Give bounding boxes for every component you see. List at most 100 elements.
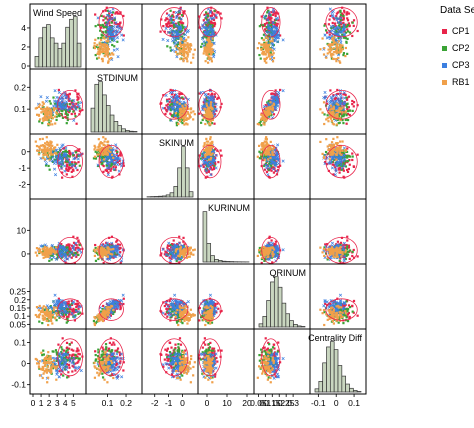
data-point-cp2 <box>176 115 180 118</box>
data-point-rb1 <box>42 256 45 259</box>
data-point-rb1 <box>184 113 187 116</box>
data-point-cp2 <box>344 25 347 29</box>
data-point-rb1 <box>330 112 333 115</box>
data-point-cp2 <box>207 21 210 24</box>
histogram-bar <box>46 24 51 68</box>
data-point-cp2 <box>175 102 178 105</box>
data-point-cp1 <box>342 104 345 107</box>
data-point-rb1 <box>331 43 334 46</box>
data-point-cp2 <box>68 103 71 106</box>
data-point-rb1 <box>93 254 97 258</box>
data-point-cp3 <box>52 104 56 108</box>
data-point-cp2 <box>348 109 352 112</box>
data-point-cp3 <box>342 91 346 95</box>
data-point-cp1 <box>328 18 331 21</box>
data-point-cp1 <box>274 11 277 14</box>
data-point-cp1 <box>265 22 268 25</box>
data-point-rb1 <box>186 53 190 56</box>
data-point-cp1 <box>170 93 173 96</box>
data-point-cp1 <box>209 22 212 25</box>
data-point-cp1 <box>178 92 181 95</box>
data-point-cp2 <box>181 103 184 106</box>
data-point-cp2 <box>173 112 176 115</box>
data-point-cp2 <box>200 45 203 48</box>
data-point-cp2 <box>66 118 69 122</box>
data-point-rb1 <box>267 158 270 161</box>
data-point-cp1 <box>70 101 73 104</box>
data-point-cp1 <box>346 28 349 31</box>
data-point-cp2 <box>177 21 180 24</box>
data-point-cp1 <box>65 94 68 97</box>
data-point-rb1 <box>203 142 206 145</box>
data-point-cp1 <box>212 18 216 22</box>
data-point-rb1 <box>207 118 210 121</box>
data-point-rb1 <box>55 152 58 155</box>
data-point-rb1 <box>341 48 344 51</box>
data-point-cp1 <box>198 15 201 18</box>
data-point-cp3 <box>45 96 49 100</box>
data-point-cp2 <box>170 21 173 24</box>
data-point-rb1 <box>102 44 105 47</box>
data-point-cp2 <box>262 33 266 36</box>
data-point-rb1 <box>323 155 326 158</box>
data-point-rb1 <box>211 37 214 40</box>
data-point-cp3 <box>175 55 179 59</box>
data-point-rb1 <box>38 147 41 150</box>
data-point-cp1 <box>326 102 329 105</box>
data-point-rb1 <box>207 55 210 58</box>
data-point-cp2 <box>206 96 209 99</box>
data-point-cp1 <box>68 110 71 114</box>
data-point-rb1 <box>209 40 212 43</box>
data-point-cp3 <box>109 10 113 15</box>
data-point-cp1 <box>356 153 359 156</box>
data-point-rb1 <box>96 153 99 156</box>
data-point-cp2 <box>265 29 268 32</box>
data-point-cp2 <box>258 53 261 57</box>
data-point-rb1 <box>325 138 328 141</box>
data-point-cp2 <box>346 23 350 27</box>
data-point-rb1 <box>335 158 338 161</box>
data-point-cp1 <box>277 165 280 168</box>
cell-stdinum-vs-stdinum: STDINUM <box>85 68 143 135</box>
data-point-rb1 <box>104 53 107 56</box>
data-point-cp3 <box>53 159 57 163</box>
data-point-rb1 <box>37 153 40 156</box>
data-point-cp2 <box>106 9 110 12</box>
data-point-cp3 <box>77 153 81 157</box>
data-point-cp3 <box>168 18 173 22</box>
data-point-rb1 <box>262 43 265 46</box>
data-point-cp1 <box>77 161 80 164</box>
data-point-rb1 <box>103 48 106 51</box>
data-point-cp3 <box>334 93 338 97</box>
data-point-rb1 <box>339 118 342 121</box>
data-point-cp3 <box>68 97 72 101</box>
data-point-cp1 <box>342 17 345 20</box>
data-point-cp2 <box>339 9 342 12</box>
data-point-rb1 <box>265 113 268 116</box>
data-point-rb1 <box>36 254 39 257</box>
data-point-cp3 <box>173 95 177 99</box>
data-point-rb1 <box>335 45 338 48</box>
data-point-cp2 <box>102 31 105 34</box>
data-point-rb1 <box>331 57 335 61</box>
data-point-rb1 <box>192 118 195 121</box>
data-point-rb1 <box>111 153 114 157</box>
data-point-rb1 <box>103 50 106 54</box>
data-point-cp2 <box>177 23 181 27</box>
data-point-cp2 <box>342 115 345 118</box>
data-point-cp3 <box>202 40 206 44</box>
data-point-cp2 <box>263 41 266 44</box>
data-point-cp2 <box>100 33 103 36</box>
data-point-rb1 <box>265 107 268 110</box>
data-point-cp3 <box>164 93 168 97</box>
data-point-rb1 <box>271 60 275 63</box>
data-point-rb1 <box>45 143 48 146</box>
data-point-rb1 <box>106 51 110 54</box>
data-point-rb1 <box>272 52 275 55</box>
data-point-cp2 <box>342 109 345 112</box>
data-point-cp3 <box>170 48 174 52</box>
data-point-rb1 <box>265 45 268 48</box>
data-point-rb1 <box>181 104 184 107</box>
data-point-rb1 <box>258 144 261 147</box>
data-point-rb1 <box>49 108 52 111</box>
